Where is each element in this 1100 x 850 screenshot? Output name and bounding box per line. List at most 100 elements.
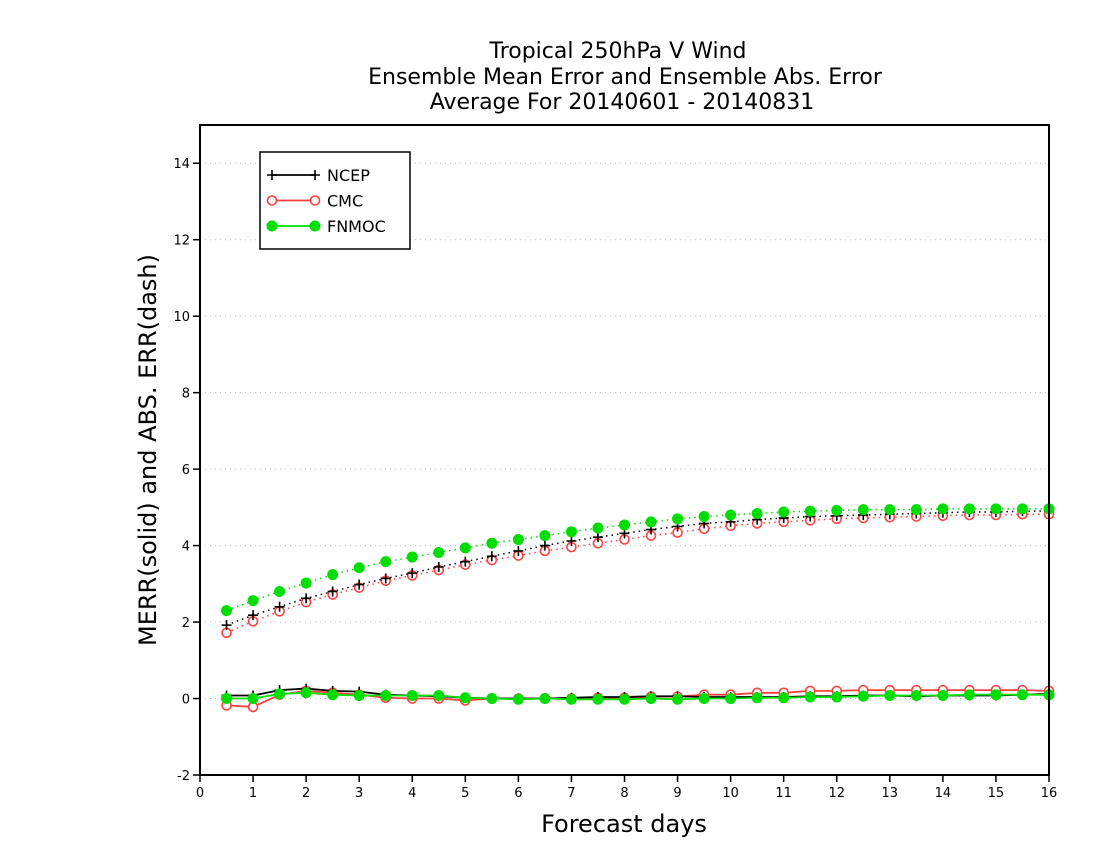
ncep-abs-error-line — [226, 510, 1049, 626]
fnmoc-mean-error-point — [300, 687, 312, 699]
ncep-abs-error-point — [354, 579, 365, 590]
fnmoc-mean-error-point — [380, 689, 392, 701]
x-tick-label: 13 — [882, 786, 899, 801]
fnmoc-abs-error-point — [857, 504, 869, 516]
legend-marker-fnmoc — [309, 220, 321, 232]
fnmoc-abs-error-point — [512, 533, 524, 545]
ncep-abs-error-point — [486, 551, 497, 562]
fnmoc-abs-error-point — [565, 526, 577, 538]
fnmoc-abs-error-point — [327, 569, 339, 581]
ncep-abs-error-point — [460, 556, 471, 567]
x-tick-label: 2 — [302, 786, 310, 801]
fnmoc-abs-error-point — [433, 546, 445, 558]
fnmoc-mean-error-point — [406, 689, 418, 701]
x-tick-label: 15 — [988, 786, 1005, 801]
legend: NCEP CMC FNMOC — [259, 151, 411, 250]
fnmoc-mean-error-point — [672, 693, 684, 705]
x-tick-label: 6 — [514, 786, 522, 801]
y-tick-label: 8 — [182, 387, 190, 402]
fnmoc-mean-error-point — [698, 693, 710, 705]
fnmoc-mean-error-point — [539, 693, 551, 705]
fnmoc-abs-error-point — [963, 503, 975, 515]
x-tick-label: 3 — [355, 786, 363, 801]
x-tick-label: 14 — [935, 786, 952, 801]
fnmoc-mean-error-point — [459, 692, 471, 704]
x-tick-label: 12 — [828, 786, 845, 801]
fnmoc-abs-error-point — [1016, 503, 1028, 515]
chart-title-line-3: Average For 20140601 - 20140831 — [430, 90, 815, 115]
legend-marker-cmc — [309, 195, 321, 206]
fnmoc-abs-error-point — [619, 519, 630, 531]
x-tick-label: 4 — [408, 786, 416, 801]
chart-title-line-2: Ensemble Mean Error and Ensemble Abs. Er… — [368, 65, 883, 90]
plot-frame — [199, 124, 1050, 776]
fnmoc-mean-error-point — [486, 693, 498, 705]
x-tick-label: 1 — [249, 786, 257, 801]
y-tick-label: 4 — [182, 540, 190, 555]
fnmoc-mean-error-point — [910, 689, 922, 701]
ncep-abs-error-point — [592, 532, 603, 543]
fnmoc-abs-error-point — [406, 551, 418, 563]
ncep-abs-error-point — [566, 536, 577, 546]
cmc-abs-error-line — [226, 513, 1049, 634]
fnmoc-abs-error-point — [300, 577, 312, 589]
fnmoc-mean-error-point — [327, 689, 339, 701]
fnmoc-mean-error-point — [221, 693, 233, 705]
ncep-abs-error-point — [539, 540, 550, 551]
ncep-abs-error-point — [221, 620, 232, 631]
fnmoc-mean-error-point — [857, 690, 869, 702]
ncep-abs-error-point — [301, 593, 312, 604]
fnmoc-mean-error-point — [725, 693, 737, 705]
fnmoc-abs-error-point — [990, 503, 1002, 515]
ncep-abs-error-point — [513, 545, 524, 556]
ncep-abs-error-point — [407, 568, 418, 579]
y-tick-label: 2 — [182, 616, 190, 631]
fnmoc-abs-error-point — [645, 516, 657, 528]
fnmoc-mean-error-point — [990, 689, 1002, 701]
x-tick-label: 16 — [1041, 786, 1058, 801]
legend-marker-cmc — [266, 195, 278, 206]
fnmoc-abs-error-point — [353, 562, 365, 574]
x-tick-label: 0 — [196, 786, 204, 801]
legend-marker-ncep — [310, 170, 320, 180]
x-tick-label: 7 — [567, 786, 575, 801]
fnmoc-mean-error-point — [247, 693, 259, 705]
ncep-abs-error-point — [380, 573, 391, 584]
fnmoc-abs-error-point — [884, 504, 896, 516]
y-tick-label: 6 — [182, 463, 190, 478]
fnmoc-abs-error-point — [804, 505, 816, 517]
x-axis-label: Forecast days — [541, 810, 707, 838]
fnmoc-mean-error-point — [884, 689, 896, 701]
fnmoc-mean-error-point — [565, 693, 577, 705]
fnmoc-abs-error-point — [672, 513, 684, 525]
fnmoc-abs-error-point — [592, 522, 604, 534]
fnmoc-abs-error-point — [698, 511, 710, 523]
fnmoc-abs-error-point — [910, 504, 922, 516]
fnmoc-mean-error-point — [433, 689, 445, 701]
legend-marker-fnmoc — [266, 220, 278, 232]
x-tick-label: 5 — [461, 786, 469, 801]
fnmoc-mean-error-point — [804, 691, 816, 703]
fnmoc-abs-error-point — [751, 507, 763, 519]
fnmoc-mean-error-point — [778, 692, 790, 704]
fnmoc-mean-error-point — [274, 688, 286, 700]
fnmoc-abs-error-point — [221, 605, 233, 617]
fnmoc-abs-error-point — [247, 595, 259, 607]
ncep-abs-error-point — [327, 586, 338, 597]
legend-label-ncep: NCEP — [327, 166, 370, 185]
fnmoc-abs-error-point — [459, 542, 471, 554]
x-tick-label: 10 — [722, 786, 739, 801]
ncep-abs-error-point — [433, 562, 444, 572]
series-layer — [221, 503, 1055, 713]
fnmoc-mean-error-point — [512, 693, 524, 705]
ncep-abs-error-point — [248, 610, 259, 621]
fnmoc-mean-error-point — [592, 693, 604, 705]
x-tick-label: 9 — [673, 786, 681, 801]
fnmoc-mean-error-point — [751, 692, 763, 704]
y-tick-label: 0 — [182, 693, 190, 708]
ncep-abs-error-point — [274, 601, 285, 612]
chart-title-line-1: Tropical 250hPa V Wind — [488, 39, 746, 64]
legend-entries: NCEP CMC FNMOC — [266, 166, 386, 236]
